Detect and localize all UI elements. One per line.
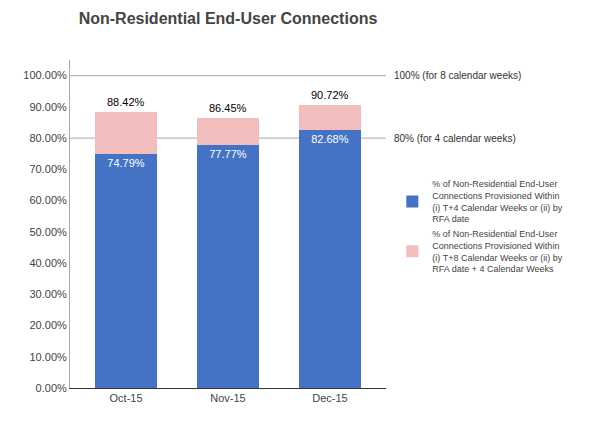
svg-text:86.45%: 86.45% <box>209 102 247 114</box>
svg-text:10.00%: 10.00% <box>29 351 67 363</box>
svg-text:0.00%: 0.00% <box>36 382 67 394</box>
svg-text:77.77%: 77.77% <box>209 148 247 160</box>
svg-text:88.42%: 88.42% <box>107 96 145 108</box>
svg-text:90.72%: 90.72% <box>311 89 349 101</box>
svg-text:80.00%: 80.00% <box>29 132 67 144</box>
svg-text:90.00%: 90.00% <box>29 101 67 113</box>
svg-text:% of Non-Residential End-UserC: % of Non-Residential End-UserConnections… <box>432 179 562 224</box>
svg-text:20.00%: 20.00% <box>29 319 67 331</box>
svg-text:74.79%: 74.79% <box>107 157 145 169</box>
svg-text:100% (for 8 calendar weeks): 100% (for 8 calendar weeks) <box>394 70 521 81</box>
svg-text:80% (for 4 calendar weeks): 80% (for 4 calendar weeks) <box>394 133 516 144</box>
svg-text:% of Non-Residential End-UserC: % of Non-Residential End-UserConnections… <box>432 229 562 274</box>
svg-text:70.00%: 70.00% <box>29 163 67 175</box>
svg-text:82.68%: 82.68% <box>311 133 349 145</box>
svg-text:30.00%: 30.00% <box>29 288 67 300</box>
svg-text:100.00%: 100.00% <box>23 69 67 81</box>
svg-text:60.00%: 60.00% <box>29 194 67 206</box>
svg-text:Dec-15: Dec-15 <box>312 392 347 404</box>
svg-text:Nov-15: Nov-15 <box>210 392 245 404</box>
svg-text:Non-Residential End-User Conne: Non-Residential End-User Connections <box>79 10 378 27</box>
svg-text:50.00%: 50.00% <box>29 226 67 238</box>
svg-text:Oct-15: Oct-15 <box>110 392 143 404</box>
svg-text:40.00%: 40.00% <box>29 257 67 269</box>
